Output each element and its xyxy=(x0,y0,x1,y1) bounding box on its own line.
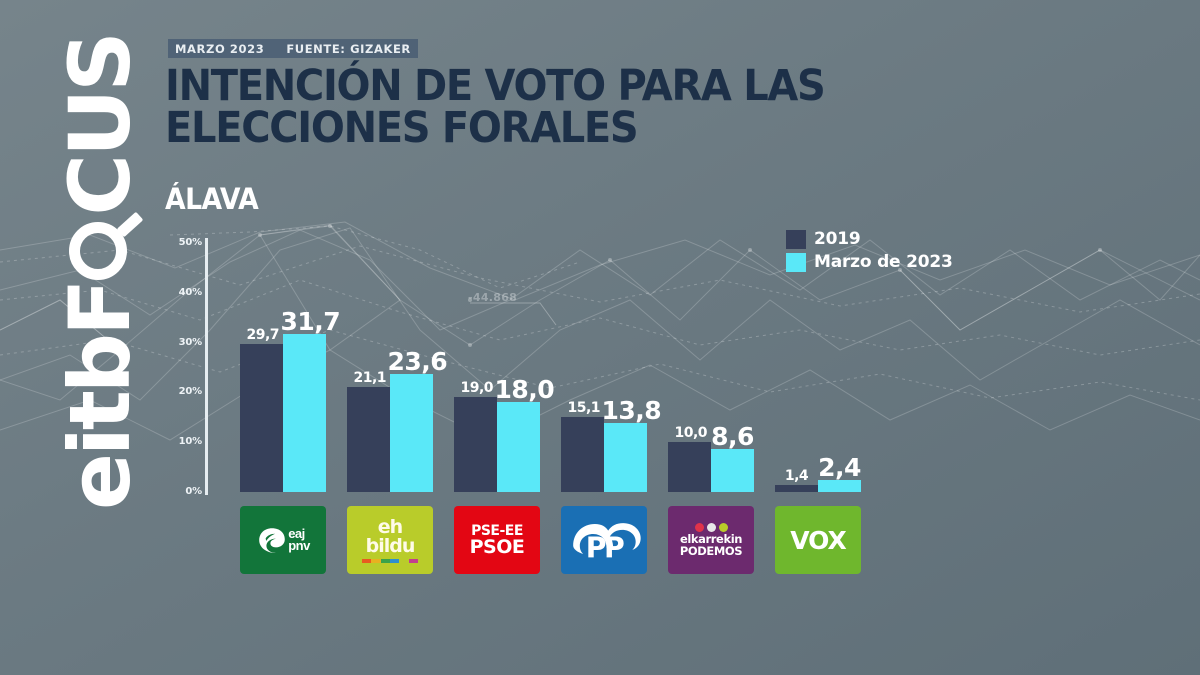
value-label-eaj-pnv-2023: 31,7 xyxy=(280,307,341,337)
vox-wordmark: VOX xyxy=(790,525,847,555)
background-annotation: -44.868 xyxy=(468,291,518,304)
bar-pp-2023[interactable] xyxy=(604,423,647,492)
y-axis-line xyxy=(205,238,208,495)
podemos-dots-icon xyxy=(680,523,742,532)
legend-item-2023[interactable]: Marzo de 2023 xyxy=(786,252,953,272)
page-subtitle: ÁLAVA xyxy=(165,182,259,216)
pnv-emblem-icon xyxy=(256,525,286,555)
y-axis-tick-label: 40% xyxy=(178,286,203,298)
y-axis-tick-label: 30% xyxy=(178,336,203,348)
svg-text:PP: PP xyxy=(586,531,624,564)
legend-label-2023: Marzo de 2023 xyxy=(814,252,953,272)
bildu-line1: eh xyxy=(377,515,403,538)
bar-eh-bildu-2019[interactable] xyxy=(347,386,390,492)
y-axis-tick-label: 20% xyxy=(178,386,203,398)
pnv-line2: pnv xyxy=(288,538,310,553)
pnv-wordmark: eaj pnv xyxy=(288,525,310,553)
value-label-eh-bildu-2019: 21,1 xyxy=(353,369,387,386)
bar-vox-2023[interactable] xyxy=(818,480,861,492)
bildu-wordmark: eh bildu xyxy=(362,515,418,563)
podemos-line2: PODEMOS xyxy=(679,543,743,558)
pp-seagull-icon: PP xyxy=(573,522,641,564)
value-label-pp-2023: 13,8 xyxy=(601,396,662,426)
value-label-vox-2019: 1,4 xyxy=(784,468,809,485)
page-title: INTENCIÓN DE VOTO PARA LAS ELECCIONES FO… xyxy=(165,61,826,153)
header-tag-bar: MARZO 2023 FUENTE: GIZAKER xyxy=(168,39,418,58)
value-label-elkarrekin-podemos-2019: 10,0 xyxy=(674,425,708,442)
y-axis-tick-label: 50% xyxy=(178,237,203,248)
legend-label-2019: 2019 xyxy=(814,229,861,249)
chart-legend: 2019 Marzo de 2023 xyxy=(786,229,953,275)
psoe-line1: PSE-EE xyxy=(471,522,523,539)
legend-swatch-2023 xyxy=(786,252,806,272)
bildu-line2: bildu xyxy=(365,534,416,557)
party-logo-podemos[interactable]: elkarrekin PODEMOS xyxy=(668,506,754,574)
value-label-pp-2019: 15,1 xyxy=(567,399,601,416)
party-logo-bildu[interactable]: eh bildu xyxy=(347,506,433,574)
bar-vox-2019[interactable] xyxy=(775,485,818,492)
value-label-elkarrekin-podemos-2023: 8,6 xyxy=(711,422,754,452)
bar-elkarrekin-podemos-2023[interactable] xyxy=(711,449,754,492)
bar-eaj-pnv-2023[interactable] xyxy=(283,334,326,492)
bildu-color-bar xyxy=(362,558,418,563)
pnv-line1: eaj xyxy=(288,525,305,541)
value-label-eh-bildu-2023: 23,6 xyxy=(387,347,448,377)
bar-pse-ee-psoe-2019[interactable] xyxy=(454,397,497,492)
value-label-pse-ee-psoe-2019: 19,0 xyxy=(460,380,494,397)
podemos-wordmark: elkarrekin PODEMOS xyxy=(679,523,743,558)
psoe-line2: PSOE xyxy=(469,535,525,558)
date-tag: MARZO 2023 xyxy=(175,41,265,56)
party-logo-pnv[interactable]: eaj pnv xyxy=(240,506,326,574)
bar-pse-ee-psoe-2023[interactable] xyxy=(497,402,540,492)
legend-swatch-2019 xyxy=(786,229,806,249)
bar-eaj-pnv-2019[interactable] xyxy=(240,344,283,492)
legend-item-2019[interactable]: 2019 xyxy=(786,229,953,249)
bar-eh-bildu-2023[interactable] xyxy=(390,374,433,492)
y-axis-tick-label: 10% xyxy=(178,436,203,448)
bar-elkarrekin-podemos-2019[interactable] xyxy=(668,442,711,492)
value-label-eaj-pnv-2019: 29,7 xyxy=(246,327,280,344)
party-logo-vox[interactable]: VOX xyxy=(775,506,861,574)
value-label-pse-ee-psoe-2023: 18,0 xyxy=(494,375,555,405)
psoe-wordmark: PSE-EE PSOE xyxy=(470,524,525,557)
party-logo-psoe[interactable]: PSE-EE PSOE xyxy=(454,506,540,574)
podemos-line1: elkarrekin xyxy=(679,532,743,546)
bar-pp-2019[interactable] xyxy=(561,416,604,492)
value-label-vox-2023: 2,4 xyxy=(818,453,861,483)
source-tag: FUENTE: GIZAKER xyxy=(286,41,411,56)
pp-wordmark: PP xyxy=(566,514,642,567)
y-axis-tick-label: 0% xyxy=(185,486,202,497)
party-logo-pp[interactable]: PP xyxy=(561,506,647,574)
